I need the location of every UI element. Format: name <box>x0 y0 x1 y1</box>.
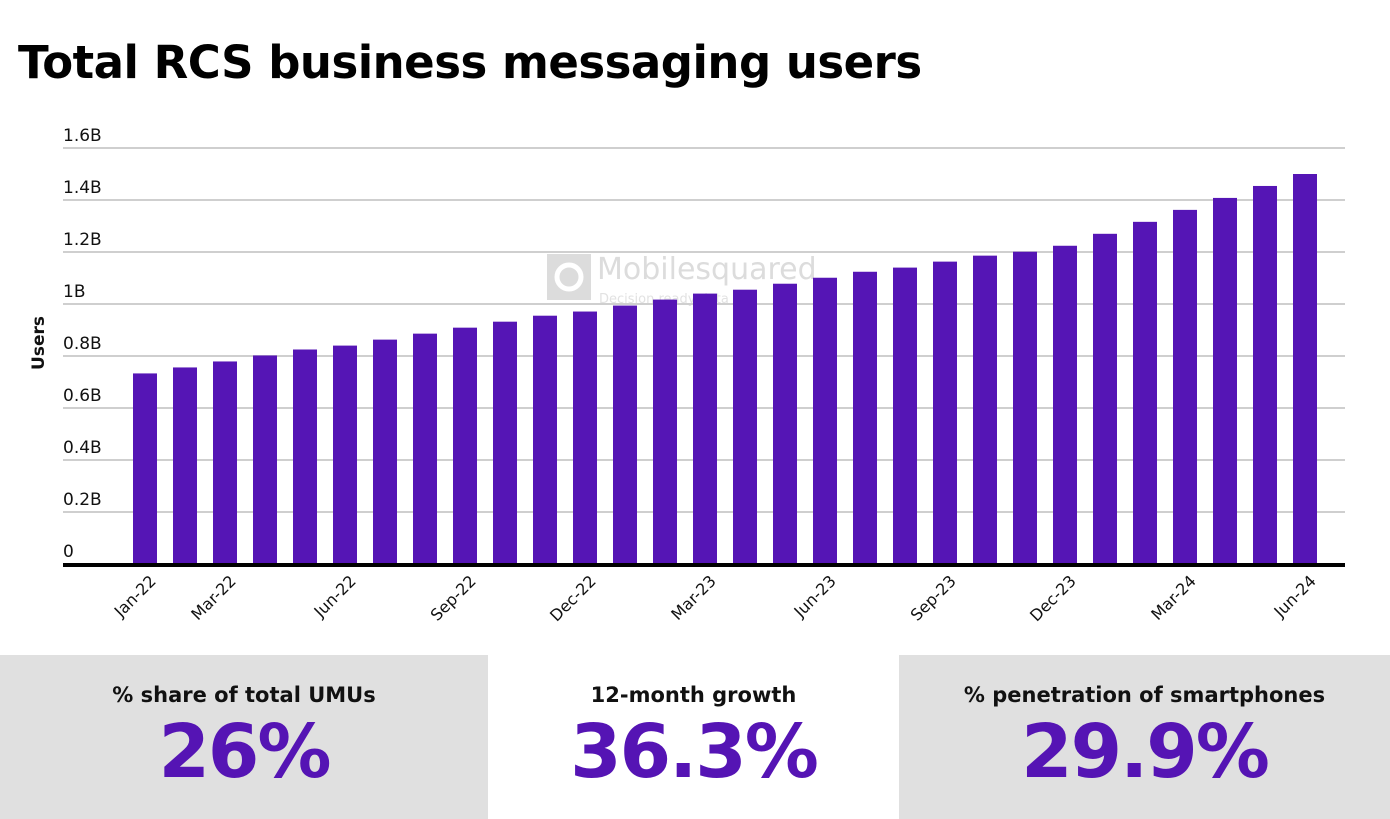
bar-Apr-23 <box>733 289 757 564</box>
watermark-logo <box>547 254 591 300</box>
bar-Jul-22 <box>373 339 397 564</box>
x-tick-label: Mar-24 <box>1147 571 1200 624</box>
bar-Dec-23 <box>1053 245 1077 564</box>
bar-May-23 <box>773 283 797 564</box>
y-tick-label: 0.6B <box>63 386 102 406</box>
bar-Oct-22 <box>493 321 517 564</box>
bar-Jun-22 <box>333 345 357 564</box>
bar-Nov-23 <box>1013 251 1037 565</box>
x-tick-label: Mar-22 <box>187 571 240 624</box>
bar-Jul-23 <box>853 271 877 564</box>
bar-Apr-22 <box>253 355 277 564</box>
watermark-text: Mobilesquared <box>597 252 817 287</box>
chart-title: Total RCS business messaging users <box>18 36 922 89</box>
stat-share-umus: % share of total UMUs 26% <box>0 655 488 819</box>
x-tick-label: Jan-22 <box>110 571 160 621</box>
bar-Feb-22 <box>173 367 197 564</box>
y-tick-label: 1.4B <box>63 178 102 198</box>
stat-value: 26% <box>158 709 331 795</box>
bar-Jun-23 <box>813 277 837 564</box>
stat-value: 29.9% <box>1021 709 1270 795</box>
watermark-logo-ring <box>554 262 584 292</box>
bar-Mar-23 <box>693 293 717 564</box>
x-tick-label: Dec-22 <box>546 571 600 625</box>
y-tick-label: 1B <box>63 282 85 302</box>
bar-Sep-22 <box>453 327 477 564</box>
x-tick-label: Jun-24 <box>1270 571 1320 621</box>
bar-Aug-23 <box>893 267 917 564</box>
y-tick-label: 1.2B <box>63 230 102 250</box>
x-tick-label: Sep-23 <box>907 571 960 624</box>
x-tick-label: Jun-23 <box>790 571 840 621</box>
stats-panel: % share of total UMUs 26% 12-month growt… <box>0 655 1390 819</box>
bar-Jan-23 <box>613 305 637 564</box>
bar-Dec-22 <box>573 311 597 564</box>
bar-Jan-24 <box>1093 233 1117 565</box>
bar-Apr-24 <box>1213 197 1237 565</box>
y-axis-label: Users <box>29 316 49 370</box>
bar-May-22 <box>293 349 317 564</box>
bar-Mar-22 <box>213 361 237 564</box>
y-tick-label: 0.4B <box>63 438 102 458</box>
x-tick-label: Dec-23 <box>1026 571 1080 625</box>
x-tick-label: Mar-23 <box>667 571 720 624</box>
x-tick-label: Jun-22 <box>310 571 360 621</box>
stat-label: % penetration of smartphones <box>963 683 1326 707</box>
bar-Aug-22 <box>413 333 437 564</box>
bar-Feb-23 <box>653 299 677 564</box>
stat-penetration: % penetration of smartphones 29.9% <box>899 655 1390 819</box>
stat-growth: 12-month growth 36.3% <box>488 655 899 819</box>
bar-Oct-23 <box>973 255 997 564</box>
x-tick-label: Sep-22 <box>427 571 480 624</box>
bar-Nov-22 <box>533 315 557 564</box>
stat-value: 36.3% <box>570 709 819 795</box>
bar-Jun-24 <box>1293 174 1317 564</box>
y-tick-label: 0 <box>63 542 74 562</box>
bar-May-24 <box>1253 185 1277 564</box>
y-tick-label: 0.2B <box>63 490 102 510</box>
bar-Mar-24 <box>1173 209 1197 564</box>
stat-label: 12-month growth <box>590 683 797 707</box>
y-tick-label: 0.8B <box>63 334 102 354</box>
bar-Jan-22 <box>133 373 157 564</box>
y-tick-label: 1.6B <box>63 126 102 146</box>
bar-Feb-24 <box>1133 221 1157 564</box>
bar-Sep-23 <box>933 261 957 564</box>
stat-label: % share of total UMUs <box>112 683 376 707</box>
